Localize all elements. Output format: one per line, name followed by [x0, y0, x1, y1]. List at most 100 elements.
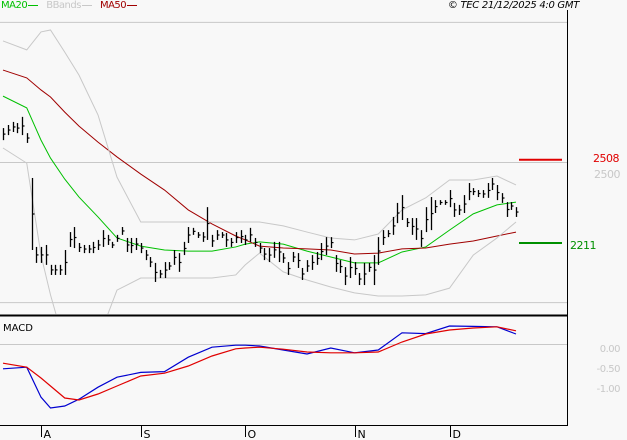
ohlc-bar: [434, 200, 438, 214]
ohlc-bar: [411, 218, 415, 235]
ohlc-bar: [325, 237, 329, 256]
ohlc-bar: [202, 232, 206, 242]
legend-ma20-swatch: [28, 4, 39, 6]
ohlc-bar: [358, 272, 362, 286]
month-label: O: [248, 428, 257, 440]
ohlc-bar: [69, 232, 73, 247]
ohlc-bar: [221, 232, 225, 238]
ohlc-bar: [178, 253, 182, 272]
ohlc-bar: [396, 202, 400, 224]
legend-ma20-label: MA20: [1, 0, 28, 11]
ohlc-bar: [135, 237, 139, 251]
ohlc-bar: [320, 243, 324, 261]
level-label-2211: 2211: [570, 239, 596, 252]
price-indicator-lines: [2, 29, 517, 314]
ohlc-bar: [316, 251, 320, 265]
ohlc-bar: [7, 125, 11, 136]
ohlc-bar: [54, 264, 58, 275]
month-label: N: [358, 428, 366, 440]
ohlc-bar: [59, 264, 63, 275]
ohlc-bar: [273, 241, 277, 258]
ohlc-bar: [35, 246, 39, 263]
ohlc-bar: [487, 183, 491, 198]
ohlc-bar: [463, 195, 467, 214]
ohlc-bar: [235, 232, 239, 244]
ohlc-bar: [491, 177, 495, 191]
ohlc-bar: [192, 227, 196, 235]
ohlc-bar: [453, 202, 457, 217]
ohlc-bar: [297, 253, 301, 268]
ohlc-bar: [111, 241, 115, 249]
ohlc-bar: [482, 190, 486, 198]
ohlc-bar: [501, 193, 505, 203]
ohlc-bar: [363, 262, 367, 286]
ohlc-bar: [458, 204, 462, 215]
ohlc-bar: [496, 184, 500, 201]
ohlc-bar: [292, 251, 296, 263]
ohlc-bar: [263, 248, 267, 261]
legend-bbands-swatch: [81, 4, 92, 6]
ohlc-bar: [240, 230, 244, 244]
ohlc-bar: [468, 183, 472, 201]
ohlc-bar: [164, 262, 168, 279]
bbands-line-3: [2, 147, 517, 314]
ohlc-bar: [259, 243, 263, 254]
legend-ma50-swatch: [127, 4, 138, 6]
ohlc-bar: [311, 255, 315, 270]
ohlc-bar: [444, 200, 448, 205]
bbands-line-2: [2, 29, 517, 241]
legend-ma50: MA50: [100, 0, 141, 11]
legend-bbands: BBands: [46, 0, 96, 11]
ohlc-bar: [140, 243, 144, 254]
ohlc-bar: [206, 207, 210, 240]
ohlc-bar: [83, 244, 87, 254]
ohlc-bar: [335, 255, 339, 272]
month-label: S: [144, 428, 151, 440]
ohlc-bar: [477, 190, 481, 198]
ohlc-bar: [26, 133, 30, 143]
ohlc-bar: [368, 262, 372, 272]
ohlc-bar: [102, 230, 106, 247]
legend-ma20: MA20: [1, 0, 42, 11]
ohlc-bar: [430, 197, 434, 231]
legend: MA20 BBands MA50: [1, 0, 141, 11]
macd-lines: [2, 325, 517, 409]
ohlc-bar: [92, 241, 96, 254]
ohlc-bar: [2, 128, 6, 141]
month-label: A: [44, 428, 52, 440]
ohlc-bar: [211, 234, 215, 247]
ohlc-bar: [406, 218, 410, 228]
ohlc-bar: [197, 232, 201, 238]
price-gridlines: [0, 21, 567, 304]
macd-line: [2, 325, 517, 409]
legend-ma50-label: MA50: [99, 0, 127, 11]
price-bars: [2, 116, 519, 286]
ohlc-bar: [254, 237, 258, 247]
macd-axis-label: 0.00: [600, 344, 620, 355]
ohlc-bar: [377, 237, 381, 265]
ohlc-bar: [88, 244, 92, 254]
ohlc-bar: [116, 234, 120, 242]
macd-axis-label: -1.00: [597, 384, 621, 395]
ohlc-bar: [154, 262, 158, 282]
ohlc-bar: [168, 262, 172, 270]
ohlc-bar: [107, 234, 111, 245]
ohlc-bar: [278, 241, 282, 263]
ohlc-bar: [472, 188, 476, 196]
ohlc-bar: [173, 250, 177, 265]
ohlc-bar: [515, 207, 519, 217]
ohlc-bar: [225, 232, 229, 247]
price-axis-label: 2500: [594, 168, 620, 181]
ohlc-bar: [121, 227, 125, 235]
ohlc-bar: [268, 248, 272, 263]
ohlc-bar: [97, 239, 101, 251]
ma50-line-1: [2, 69, 517, 255]
ma20-line-0: [2, 95, 517, 264]
ohlc-bar: [187, 227, 191, 244]
ohlc-bar: [449, 190, 453, 208]
ohlc-bar: [415, 218, 419, 240]
copyright-timestamp: © TEC 21/12/2025 4:0 GMT: [447, 0, 579, 11]
ohlc-bar: [354, 262, 358, 275]
